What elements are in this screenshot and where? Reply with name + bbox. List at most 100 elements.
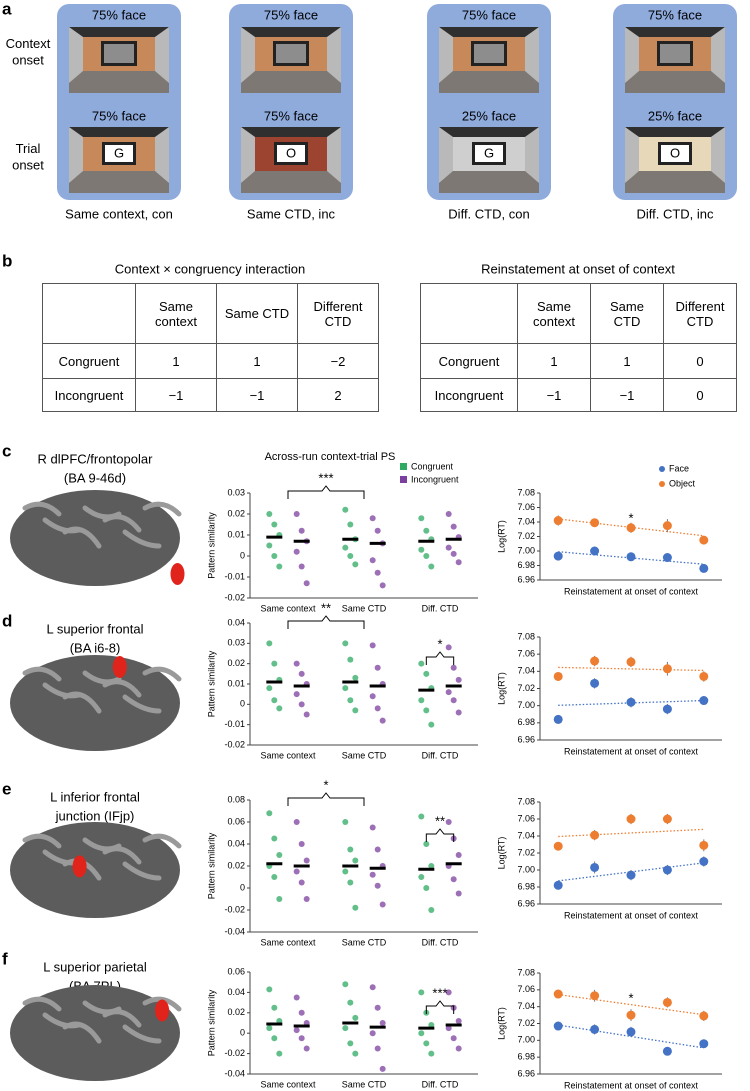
- room-side: [241, 27, 255, 83]
- data-point: [423, 527, 430, 534]
- table: Same context Same CTD Different CTD Congrue…: [42, 283, 379, 412]
- data-point: [298, 879, 305, 886]
- brain-sulcus: [62, 1021, 102, 1044]
- y-tick-label: 7.06: [517, 649, 535, 659]
- data-point: [445, 644, 452, 651]
- data-point: [369, 515, 376, 522]
- room-side: [625, 127, 639, 183]
- y-tick-label: 0.02: [227, 658, 245, 668]
- y-tick-label: 7.04: [517, 830, 535, 840]
- brain-sulcus: [142, 996, 182, 1012]
- region-label: L superior parietal: [43, 959, 147, 974]
- y-tick-label: 7.02: [517, 531, 535, 541]
- table-cell: −1: [517, 378, 591, 412]
- data-point: [347, 846, 354, 853]
- y-tick-label: 0.04: [227, 987, 245, 997]
- x-tick-label: Same context: [260, 750, 316, 760]
- data-point: [423, 670, 430, 677]
- table-cell: Same CTD: [216, 283, 298, 344]
- table-cell: Incongruent: [42, 378, 136, 412]
- data-point: [276, 896, 283, 902]
- table-cell: −1: [216, 378, 298, 412]
- data-point: [626, 697, 636, 707]
- data-point: [374, 846, 381, 853]
- data-point: [445, 511, 452, 517]
- y-tick-label: 7.04: [517, 1001, 535, 1011]
- data-point: [590, 862, 600, 872]
- x-tick-label: Same CTD: [342, 1079, 387, 1089]
- region-label: junction (IFjp): [55, 808, 135, 823]
- data-point: [303, 857, 310, 864]
- y-tick-label: 0: [240, 550, 245, 560]
- legend-marker: [659, 481, 665, 487]
- y-axis-label: Log(RT): [496, 837, 506, 870]
- y-tick-label: 0.03: [227, 638, 245, 648]
- data-point: [423, 841, 430, 847]
- room-side: [327, 127, 341, 183]
- screen-letter: O: [670, 145, 680, 160]
- room-ceiling: [439, 27, 539, 37]
- y-tick-label: -0.02: [224, 739, 245, 749]
- region-label: (BA i6-8): [70, 640, 121, 655]
- region-label: L superior frontal: [46, 621, 143, 636]
- region-label: L inferior frontal: [50, 789, 140, 804]
- room-side: [241, 127, 255, 183]
- row-label: Context onset: [6, 36, 51, 67]
- caption: Diff. CTD, con: [448, 206, 529, 221]
- data-point: [626, 552, 636, 562]
- data-point: [423, 553, 430, 559]
- data-point: [590, 1024, 600, 1034]
- table-cell: Different CTD: [663, 283, 737, 344]
- y-tick-label: 0.04: [227, 838, 245, 848]
- tv-screen: [474, 44, 504, 63]
- brain-sulcus: [102, 679, 142, 698]
- data-point: [276, 563, 283, 570]
- trial-label: 75% face: [264, 108, 318, 123]
- data-point: [298, 1035, 305, 1042]
- y-tick-label: 0: [240, 1028, 245, 1038]
- y-tick-label: 0.06: [227, 966, 245, 976]
- screen-letter: O: [286, 145, 296, 160]
- table-row: Same context Same CTD Different CTD: [42, 283, 379, 344]
- data-point: [553, 516, 563, 526]
- data-point: [418, 515, 425, 522]
- screen: [661, 145, 689, 162]
- data-point: [293, 868, 300, 875]
- panel-letter: e: [2, 779, 11, 798]
- y-tick-label: 7.00: [517, 864, 535, 874]
- data-point: [293, 1027, 300, 1034]
- table-row: Incongruent −1 −1 2: [42, 378, 379, 412]
- data-point: [342, 868, 349, 875]
- data-point: [352, 857, 359, 864]
- y-tick-label: 7.04: [517, 516, 535, 526]
- data-point: [352, 561, 359, 568]
- data-point: [699, 696, 709, 706]
- brain-sulcus: [102, 514, 142, 533]
- x-tick-label: Same CTD: [342, 603, 387, 613]
- data-point: [352, 707, 359, 714]
- y-tick-label: 0.01: [227, 529, 245, 539]
- data-point: [428, 907, 435, 913]
- y-axis-label: Pattern similarity: [206, 832, 216, 899]
- data-point: [379, 901, 386, 908]
- context-label: 75% face: [92, 7, 146, 22]
- context-label: 75% face: [648, 7, 702, 22]
- screen: [105, 145, 133, 162]
- data-point: [455, 1017, 462, 1024]
- screen-letter: G: [114, 145, 124, 160]
- data-point: [266, 511, 273, 517]
- y-tick-label: 6.98: [517, 717, 535, 727]
- data-point: [418, 660, 425, 667]
- table-cell: Congruent: [420, 343, 518, 379]
- y-tick-label: -0.02: [224, 592, 245, 602]
- y-tick-label: 0.03: [227, 487, 245, 497]
- y-axis-label: Log(RT): [496, 1007, 506, 1040]
- data-point: [699, 671, 709, 681]
- tv-screen: [104, 44, 134, 63]
- room-side: [711, 27, 725, 83]
- trend-line: [558, 828, 704, 838]
- data-point: [662, 865, 672, 875]
- brain-sulcus: [22, 666, 62, 682]
- table-row: Same context Same CTD Different CTD: [420, 283, 737, 344]
- room-side: [439, 127, 453, 183]
